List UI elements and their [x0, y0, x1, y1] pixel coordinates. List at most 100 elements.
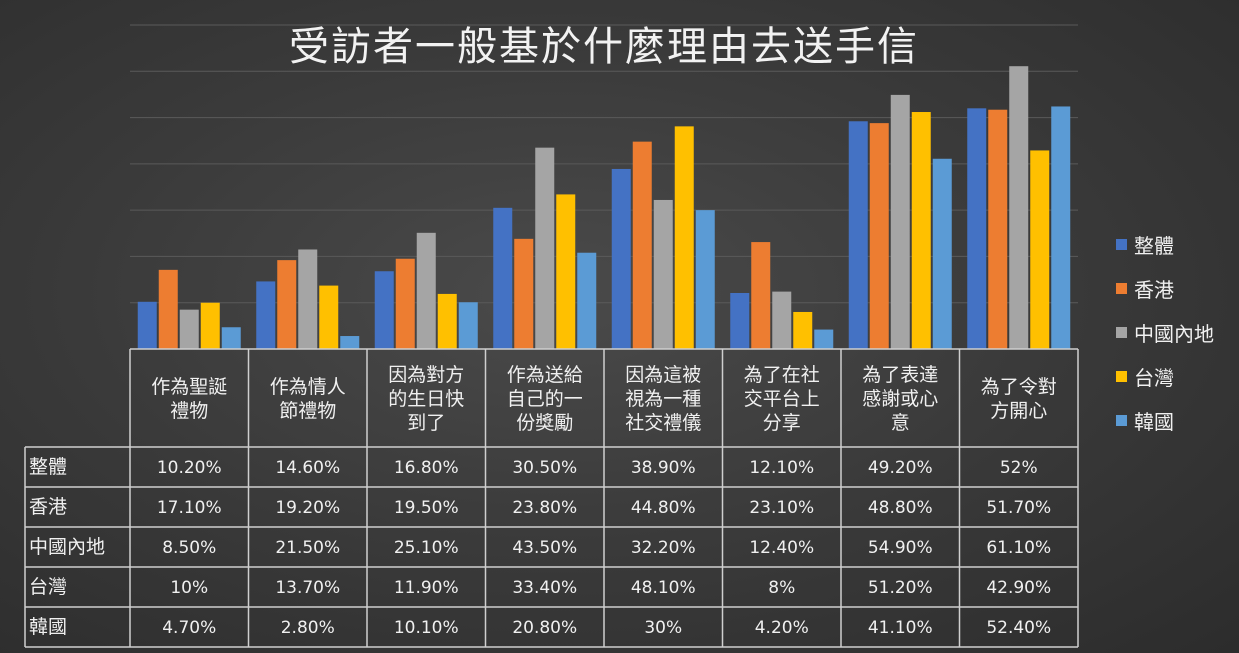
- bar: [374, 271, 394, 349]
- data-label: 14.60%: [275, 458, 340, 478]
- bar: [577, 252, 597, 349]
- data-label: 23.80%: [512, 498, 577, 518]
- row-label: 香港: [29, 496, 67, 518]
- legend-swatch: [1116, 326, 1127, 338]
- bar: [277, 260, 297, 349]
- data-label: 41.10%: [868, 618, 933, 638]
- bar: [200, 302, 220, 349]
- category-label: 作為送給: [507, 364, 583, 386]
- data-label: 44.80%: [631, 498, 696, 518]
- row-label: 整體: [29, 456, 67, 478]
- bar: [967, 108, 987, 349]
- data-label: 12.40%: [749, 538, 814, 558]
- legend: 整體香港中國內地台灣韓國: [1116, 222, 1214, 442]
- data-label: 33.40%: [512, 578, 577, 598]
- category-label: 因為對方: [388, 364, 464, 386]
- legend-item: 台灣: [1116, 354, 1214, 398]
- bar: [458, 302, 478, 349]
- legend-item: 整體: [1116, 222, 1214, 266]
- data-label: 21.50%: [275, 538, 340, 558]
- category-label: 因為這被: [625, 364, 701, 386]
- data-label: 20.80%: [512, 618, 577, 638]
- bar: [298, 249, 318, 349]
- legend-swatch: [1116, 370, 1127, 382]
- data-label: 4.20%: [755, 618, 809, 638]
- data-label: 43.50%: [512, 538, 577, 558]
- bar: [793, 311, 813, 349]
- data-label: 49.20%: [868, 458, 933, 478]
- bar: [932, 158, 952, 349]
- bar: [514, 238, 534, 349]
- category-label: 分享: [763, 412, 801, 434]
- bar: [179, 309, 199, 349]
- bar: [340, 336, 360, 349]
- legend-label: 整體: [1134, 233, 1174, 258]
- legend-item: 中國內地: [1116, 310, 1214, 354]
- bar: [911, 112, 931, 349]
- data-label: 51.70%: [986, 498, 1051, 518]
- data-label: 38.90%: [631, 458, 696, 478]
- bar: [653, 199, 673, 349]
- data-label: 48.10%: [631, 578, 696, 598]
- bar: [848, 121, 868, 349]
- bars: [137, 66, 1071, 350]
- category-label: 禮物: [170, 400, 208, 422]
- bar: [730, 292, 750, 349]
- chart-title: 受訪者一般基於什麼理由去送手信: [289, 24, 919, 70]
- bar: [772, 291, 792, 349]
- data-label: 61.10%: [986, 538, 1051, 558]
- data-label: 10.20%: [157, 458, 222, 478]
- data-label: 23.10%: [749, 498, 814, 518]
- category-label: 方開心: [990, 400, 1047, 422]
- row-label: 中國內地: [29, 536, 105, 558]
- data-label: 32.20%: [631, 538, 696, 558]
- data-label: 25.10%: [394, 538, 459, 558]
- legend-swatch: [1116, 238, 1127, 250]
- data-label: 11.90%: [394, 578, 459, 598]
- category-label: 作為聖誕: [151, 376, 227, 398]
- data-label: 30%: [644, 618, 682, 638]
- legend-label: 香港: [1134, 277, 1174, 302]
- data-label: 19.50%: [394, 498, 459, 518]
- bar: [256, 281, 276, 349]
- bar: [751, 242, 771, 349]
- bar: [632, 141, 652, 349]
- bar: [1009, 66, 1029, 350]
- category-label: 為了在社: [744, 364, 820, 386]
- category-label: 自己的一: [507, 388, 583, 410]
- legend-swatch: [1116, 282, 1127, 294]
- legend-item: 香港: [1116, 266, 1214, 310]
- legend-label: 中國內地: [1134, 321, 1214, 346]
- category-label: 視為一種: [625, 388, 701, 410]
- category-label: 為了令對: [981, 376, 1057, 398]
- legend-item: 韓國: [1116, 398, 1214, 442]
- category-label: 作為情人: [270, 376, 346, 398]
- bar: [1030, 150, 1050, 349]
- data-label: 48.80%: [868, 498, 933, 518]
- data-label: 8.50%: [162, 538, 216, 558]
- bar: [556, 194, 576, 349]
- bar: [535, 147, 555, 349]
- legend-label: 台灣: [1134, 365, 1174, 390]
- data-label: 8%: [768, 578, 795, 598]
- category-label: 感謝或心: [862, 388, 938, 410]
- data-label: 16.80%: [394, 458, 459, 478]
- bar: [869, 123, 889, 349]
- data-label: 10.10%: [394, 618, 459, 638]
- data-label: 13.70%: [275, 578, 340, 598]
- data-label: 30.50%: [512, 458, 577, 478]
- category-label: 意: [891, 412, 910, 434]
- row-label: 台灣: [29, 576, 67, 598]
- legend-label: 韓國: [1134, 409, 1174, 434]
- data-label: 51.20%: [868, 578, 933, 598]
- bar: [611, 168, 631, 349]
- data-label: 12.10%: [749, 458, 814, 478]
- category-label: 為了表達: [862, 364, 938, 386]
- data-label: 17.10%: [157, 498, 222, 518]
- category-label: 的生日快: [388, 388, 464, 410]
- bar: [890, 94, 910, 350]
- data-label: 10%: [170, 578, 208, 598]
- bar: [814, 329, 834, 349]
- row-label: 韓國: [29, 616, 67, 638]
